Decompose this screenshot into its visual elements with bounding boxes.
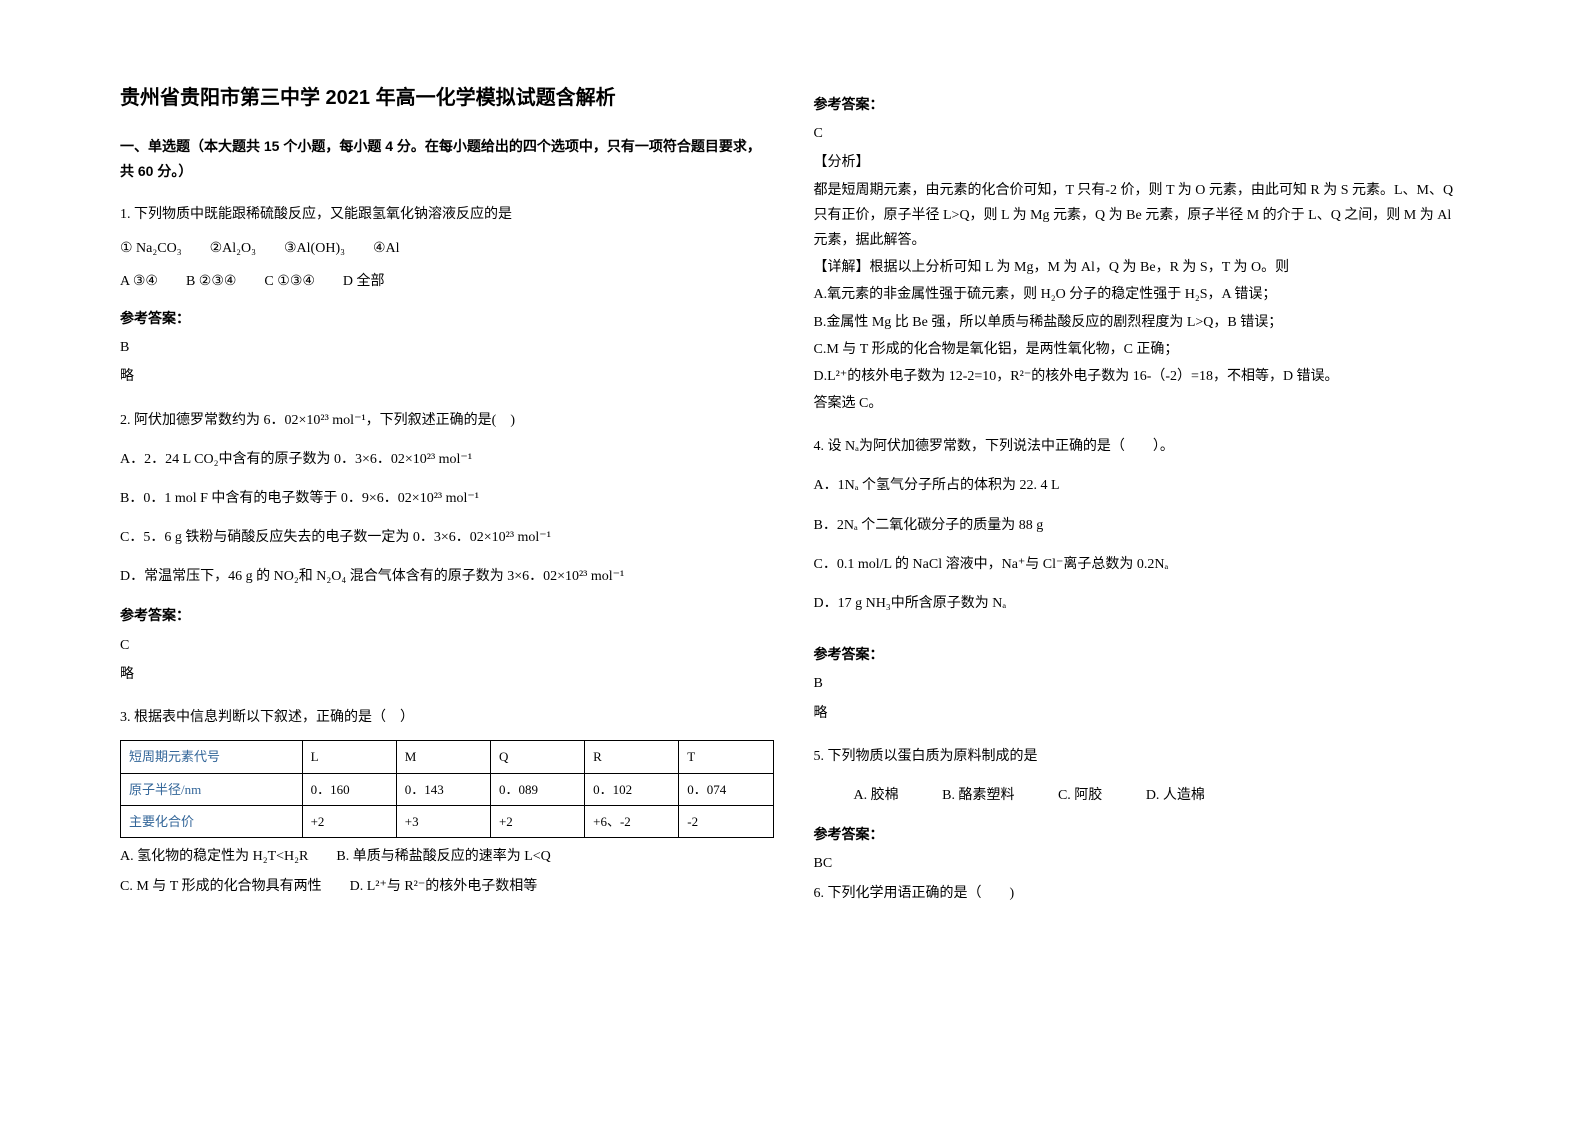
q3-analysis-label: 【分析】: [814, 150, 1468, 175]
q1-answer: B: [120, 335, 774, 360]
section-heading: 一、单选题（本大题共 15 个小题，每小题 4 分。在每小题给出的四个选项中，只…: [120, 134, 774, 184]
q3-detail-label: 【详解】根据以上分析可知 L 为 Mg，M 为 Al，Q 为 Be，R 为 S，…: [814, 255, 1468, 280]
q4-stem: 4. 设 Nₐ为阿伏加德罗常数，下列说法中正确的是（ ）。: [814, 434, 1468, 459]
right-column: 参考答案： C 【分析】 都是短周期元素，由元素的化合价可知，T 只有-2 价，…: [794, 80, 1488, 1062]
table-cell: Q: [490, 741, 584, 773]
q5-optA: A. 胶棉: [854, 783, 899, 808]
table-cell: +3: [396, 805, 490, 837]
table-row: 主要化合价 +2 +3 +2 +6、-2 -2: [121, 805, 774, 837]
q5-optB: B. 酪素塑料: [942, 783, 1014, 808]
q2-answer: C: [120, 633, 774, 658]
q2-optD: D．常温常压下，46 g 的 NO₂和 N₂O₄ 混合气体含有的原子数为 3×6…: [120, 564, 774, 589]
table-cell: L: [302, 741, 396, 773]
q4-optD: D．17 g NH₃中所含原子数为 Nₐ: [814, 591, 1468, 616]
q2-note: 略: [120, 662, 774, 687]
table-cell: 0．089: [490, 773, 584, 805]
table-cell: T: [679, 741, 773, 773]
q3-detail-C: C.M 与 T 形成的化合物是氧化铝，是两性氧化物，C 正确；: [814, 337, 1468, 362]
table-cell: +6、-2: [585, 805, 679, 837]
table-cell: 0．143: [396, 773, 490, 805]
q5-answer-label: 参考答案：: [814, 822, 1468, 847]
q3-detail-A: A.氧元素的非金属性强于硫元素，则 H₂O 分子的稳定性强于 H₂S，A 错误；: [814, 282, 1468, 307]
q1-stem: 1. 下列物质中既能跟稀硫酸反应，又能跟氢氧化钠溶液反应的是: [120, 202, 774, 227]
q2-answer-label: 参考答案：: [120, 603, 774, 628]
table-cell: M: [396, 741, 490, 773]
q3-detail-D: D.L²⁺的核外电子数为 12-2=10，R²⁻的核外电子数为 16-（-2）=…: [814, 364, 1468, 389]
q5-optD: D. 人造棉: [1146, 783, 1205, 808]
table-cell: 0．102: [585, 773, 679, 805]
q4-optC: C．0.1 mol/L 的 NaCl 溶液中，Na⁺与 Cl⁻离子总数为 0.2…: [814, 552, 1468, 577]
q1-answer-label: 参考答案：: [120, 306, 774, 331]
q3-detail-end: 答案选 C。: [814, 391, 1468, 416]
q3-answer-label: 参考答案：: [814, 92, 1468, 117]
q3-table: 短周期元素代号 L M Q R T 原子半径/nm 0．160 0．143 0．…: [120, 740, 774, 838]
q2-optB: B．0．1 mol F 中含有的电子数等于 0．9×6．02×10²³ mol⁻…: [120, 486, 774, 511]
q3-optsCD: C. M 与 T 形成的化合物具有两性 D. L²⁺与 R²⁻的核外电子数相等: [120, 874, 774, 899]
q2-optA: A．2．24 L CO₂中含有的原子数为 0．3×6．02×10²³ mol⁻¹: [120, 447, 774, 472]
table-cell: 0．160: [302, 773, 396, 805]
table-cell: +2: [302, 805, 396, 837]
q1-choices: ① Na₂CO₃ ②Al₂O₃ ③Al(OH)₃ ④Al: [120, 236, 774, 261]
table-cell: R: [585, 741, 679, 773]
left-column: 贵州省贵阳市第三中学 2021 年高一化学模拟试题含解析 一、单选题（本大题共 …: [100, 80, 794, 1062]
table-cell: 短周期元素代号: [121, 741, 303, 773]
q5-stem: 5. 下列物质以蛋白质为原料制成的是: [814, 744, 1468, 769]
q5-options: A. 胶棉 B. 酪素塑料 C. 阿胶 D. 人造棉: [814, 783, 1468, 808]
q1-options: A ③④ B ②③④ C ①③④ D 全部: [120, 269, 774, 294]
q3-stem: 3. 根据表中信息判断以下叙述，正确的是（ ）: [120, 705, 774, 730]
table-row: 短周期元素代号 L M Q R T: [121, 741, 774, 773]
q4-answer-label: 参考答案：: [814, 642, 1468, 667]
table-cell: 0．074: [679, 773, 773, 805]
table-cell: +2: [490, 805, 584, 837]
q6-stem: 6. 下列化学用语正确的是（ ): [814, 881, 1468, 906]
q3-answer: C: [814, 121, 1468, 146]
table-cell: 原子半径/nm: [121, 773, 303, 805]
q4-optB: B．2Nₐ 个二氧化碳分子的质量为 88 g: [814, 513, 1468, 538]
page-title: 贵州省贵阳市第三中学 2021 年高一化学模拟试题含解析: [120, 80, 774, 116]
q3-optsAB: A. 氢化物的稳定性为 H₂T<H₂R B. 单质与稀盐酸反应的速率为 L<Q: [120, 844, 774, 869]
q2-stem: 2. 阿伏加德罗常数约为 6．02×10²³ mol⁻¹，下列叙述正确的是( ): [120, 408, 774, 433]
q4-note: 略: [814, 701, 1468, 726]
q2-optC: C．5．6 g 铁粉与硝酸反应失去的电子数一定为 0．3×6．02×10²³ m…: [120, 525, 774, 550]
q4-optA: A．1Nₐ 个氢气分子所占的体积为 22. 4 L: [814, 473, 1468, 498]
q5-optC: C. 阿胶: [1058, 783, 1102, 808]
q3-analysis-p1: 都是短周期元素，由元素的化合价可知，T 只有-2 价，则 T 为 O 元素，由此…: [814, 178, 1468, 254]
table-row: 原子半径/nm 0．160 0．143 0．089 0．102 0．074: [121, 773, 774, 805]
table-cell: -2: [679, 805, 773, 837]
q4-answer: B: [814, 671, 1468, 696]
table-cell: 主要化合价: [121, 805, 303, 837]
q1-note: 略: [120, 364, 774, 389]
q5-answer: BC: [814, 851, 1468, 876]
q3-detail-B: B.金属性 Mg 比 Be 强，所以单质与稀盐酸反应的剧烈程度为 L>Q，B 错…: [814, 310, 1468, 335]
